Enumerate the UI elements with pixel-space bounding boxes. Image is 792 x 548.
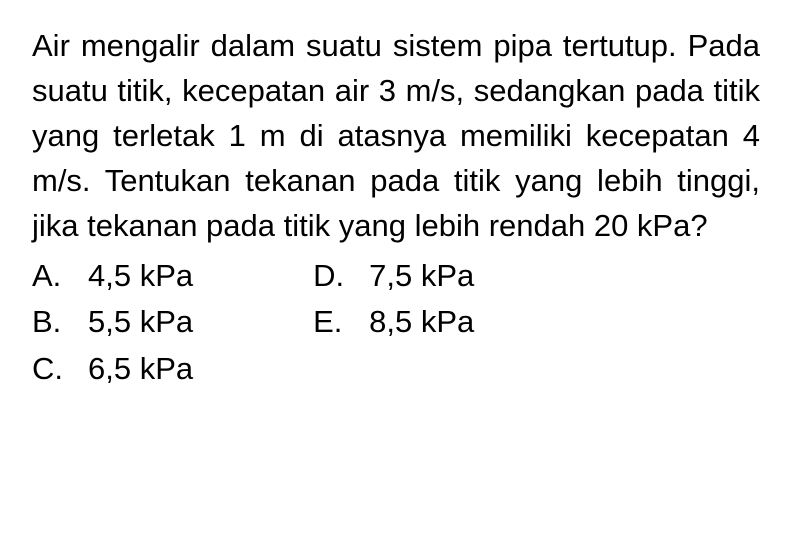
option-a: A. 4,5 kPa <box>32 253 193 300</box>
option-b: B. 5,5 kPa <box>32 299 193 346</box>
question-text: Air mengalir dalam suatu sistem pipa ter… <box>32 24 760 249</box>
option-e: E. 8,5 kPa <box>313 299 474 346</box>
option-value: 7,5 kPa <box>369 253 474 300</box>
option-letter: A. <box>32 253 88 300</box>
option-value: 5,5 kPa <box>88 299 193 346</box>
option-value: 4,5 kPa <box>88 253 193 300</box>
option-letter: B. <box>32 299 88 346</box>
option-d: D. 7,5 kPa <box>313 253 474 300</box>
option-value: 8,5 kPa <box>369 299 474 346</box>
options-left-column: A. 4,5 kPa B. 5,5 kPa C. 6,5 kPa <box>32 253 193 393</box>
option-letter: D. <box>313 253 369 300</box>
option-letter: C. <box>32 346 88 393</box>
options-container: A. 4,5 kPa B. 5,5 kPa C. 6,5 kPa D. 7,5 … <box>32 253 760 393</box>
option-c: C. 6,5 kPa <box>32 346 193 393</box>
options-right-column: D. 7,5 kPa E. 8,5 kPa <box>313 253 474 393</box>
option-letter: E. <box>313 299 369 346</box>
option-value: 6,5 kPa <box>88 346 193 393</box>
